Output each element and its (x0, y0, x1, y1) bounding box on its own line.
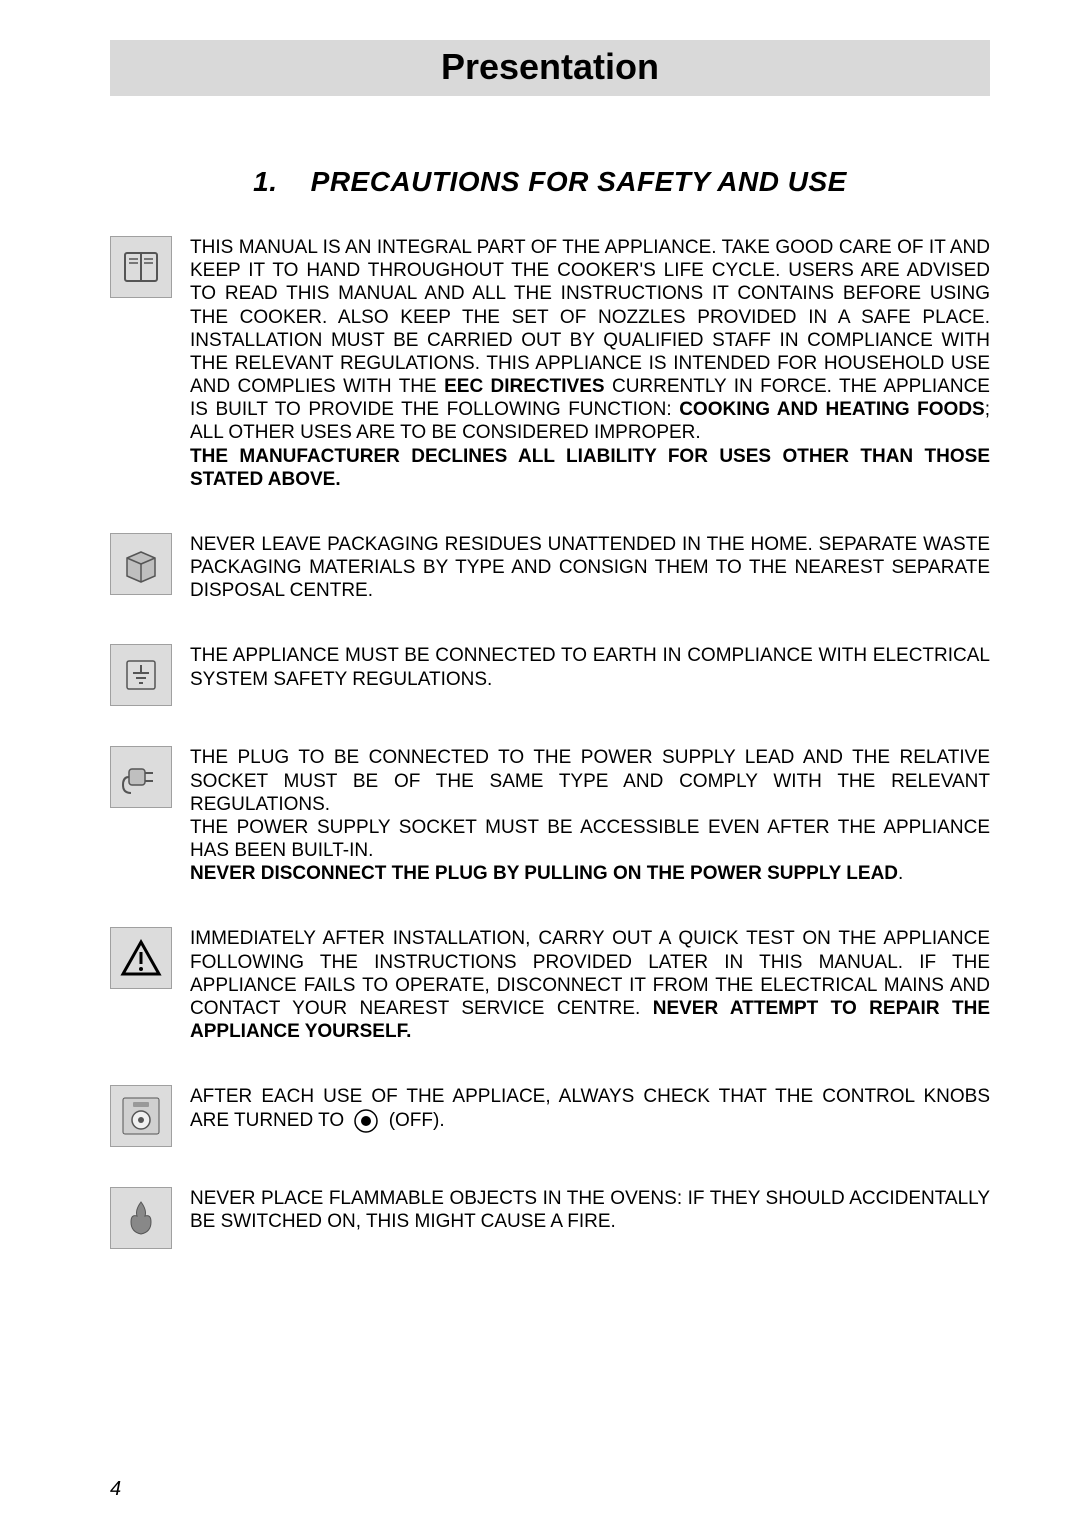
paragraph: NEVER PLACE FLAMMABLE OBJECTS IN THE OVE… (190, 1187, 990, 1233)
icon-cell (110, 1187, 190, 1249)
text-segment: (OFF). (383, 1110, 444, 1131)
entry-text: AFTER EACH USE OF THE APPLIACE, ALWAYS C… (190, 1085, 990, 1136)
off-symbol-icon (353, 1108, 379, 1134)
text-segment: COOKING AND HEATING FOODS (679, 399, 985, 420)
paragraph: THE PLUG TO BE CONNECTED TO THE POWER SU… (190, 746, 990, 885)
flame-icon (110, 1187, 172, 1249)
icon-cell (110, 533, 190, 595)
text-segment: NEVER DISCONNECT THE PLUG BY PULLING ON … (190, 863, 898, 884)
section-number: 1. (253, 166, 277, 197)
entry-row: NEVER LEAVE PACKAGING RESIDUES UNATTENDE… (110, 533, 990, 605)
icon-cell (110, 236, 190, 298)
paragraph: THIS MANUAL IS AN INTEGRAL PART OF THE A… (190, 236, 990, 491)
warning-icon (110, 927, 172, 989)
entry-row: THE PLUG TO BE CONNECTED TO THE POWER SU… (110, 746, 990, 887)
entry-text: THE APPLIANCE MUST BE CONNECTED TO EARTH… (190, 644, 990, 692)
text-segment: THE POWER SUPPLY SOCKET MUST BE ACCESSIB… (190, 817, 990, 861)
entry-text: THIS MANUAL IS AN INTEGRAL PART OF THE A… (190, 236, 990, 493)
section-heading: 1. PRECAUTIONS FOR SAFETY AND USE (110, 166, 990, 198)
knob-icon (110, 1085, 172, 1147)
entry-row: THE APPLIANCE MUST BE CONNECTED TO EARTH… (110, 644, 990, 706)
text-segment: THE MANUFACTURER DECLINES ALL LIABILITY … (190, 446, 990, 490)
entry-row: AFTER EACH USE OF THE APPLIACE, ALWAYS C… (110, 1085, 990, 1147)
page: Presentation 1. PRECAUTIONS FOR SAFETY A… (0, 0, 1080, 1529)
entry-text: NEVER PLACE FLAMMABLE OBJECTS IN THE OVE… (190, 1187, 990, 1235)
icon-cell (110, 927, 190, 989)
paragraph: THE APPLIANCE MUST BE CONNECTED TO EARTH… (190, 644, 990, 690)
paragraph: AFTER EACH USE OF THE APPLIACE, ALWAYS C… (190, 1085, 990, 1134)
text-segment: THE PLUG TO BE CONNECTED TO THE POWER SU… (190, 747, 990, 814)
earth-icon (110, 644, 172, 706)
text-segment: NEVER LEAVE PACKAGING RESIDUES UNATTENDE… (190, 534, 990, 601)
entry-text: THE PLUG TO BE CONNECTED TO THE POWER SU… (190, 746, 990, 887)
text-segment: NEVER PLACE FLAMMABLE OBJECTS IN THE OVE… (190, 1188, 990, 1232)
entry-row: THIS MANUAL IS AN INTEGRAL PART OF THE A… (110, 236, 990, 493)
plug-icon (110, 746, 172, 808)
icon-cell (110, 746, 190, 808)
paragraph: NEVER LEAVE PACKAGING RESIDUES UNATTENDE… (190, 533, 990, 603)
text-segment: AFTER EACH USE OF THE APPLIACE, ALWAYS C… (190, 1086, 990, 1131)
text-segment: THIS MANUAL IS AN INTEGRAL PART OF THE A… (190, 237, 990, 397)
section-title: PRECAUTIONS FOR SAFETY AND USE (311, 166, 847, 197)
icon-cell (110, 644, 190, 706)
page-number: 4 (110, 1478, 121, 1501)
icon-cell (110, 1085, 190, 1147)
entry-text: NEVER LEAVE PACKAGING RESIDUES UNATTENDE… (190, 533, 990, 605)
text-segment: THE APPLIANCE MUST BE CONNECTED TO EARTH… (190, 645, 990, 689)
text-segment: . (898, 863, 903, 884)
paragraph: IMMEDIATELY AFTER INSTALLATION, CARRY OU… (190, 927, 990, 1043)
text-segment: EEC DIRECTIVES (444, 376, 604, 397)
page-title-bar: Presentation (110, 40, 990, 96)
entry-row: IMMEDIATELY AFTER INSTALLATION, CARRY OU… (110, 927, 990, 1045)
manual-icon (110, 236, 172, 298)
entry-text: IMMEDIATELY AFTER INSTALLATION, CARRY OU… (190, 927, 990, 1045)
entries-container: THIS MANUAL IS AN INTEGRAL PART OF THE A… (110, 236, 990, 1249)
packaging-icon (110, 533, 172, 595)
page-title: Presentation (441, 46, 659, 87)
entry-row: NEVER PLACE FLAMMABLE OBJECTS IN THE OVE… (110, 1187, 990, 1249)
